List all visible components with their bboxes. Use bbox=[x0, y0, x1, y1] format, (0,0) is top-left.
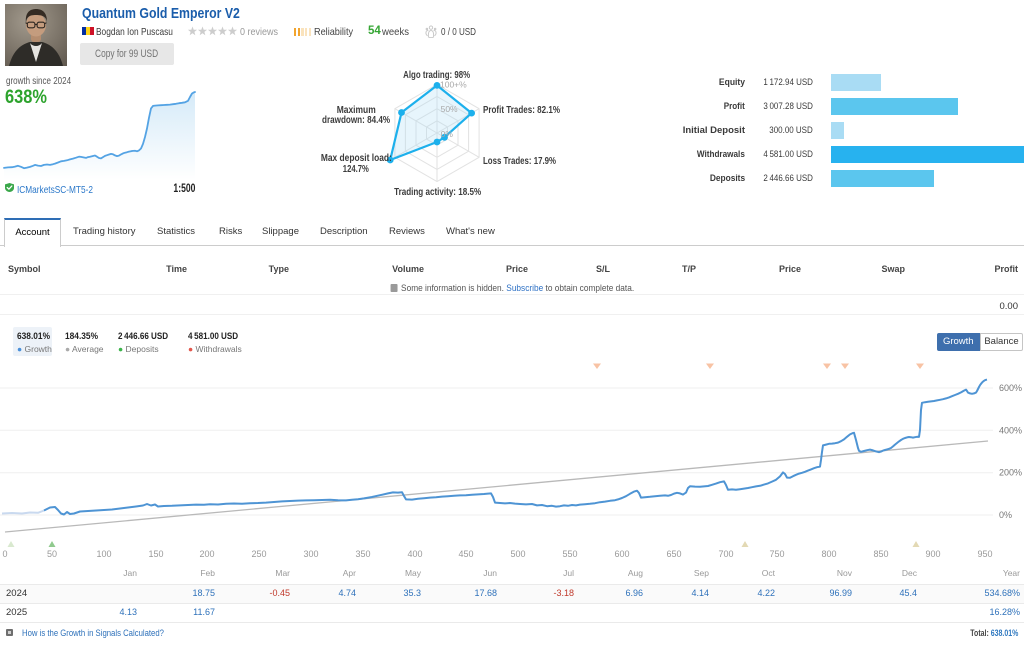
svg-text:900: 900 bbox=[925, 549, 940, 559]
svg-text:200: 200 bbox=[199, 549, 214, 559]
svg-text:800: 800 bbox=[821, 549, 836, 559]
svg-text:950: 950 bbox=[977, 549, 992, 559]
svg-text:400%: 400% bbox=[999, 425, 1022, 435]
svg-text:250: 250 bbox=[251, 549, 266, 559]
svg-text:650: 650 bbox=[666, 549, 681, 559]
svg-text:600: 600 bbox=[614, 549, 629, 559]
svg-text:0%: 0% bbox=[441, 129, 454, 139]
svg-text:500: 500 bbox=[510, 549, 525, 559]
svg-text:750: 750 bbox=[769, 549, 784, 559]
svg-text:100+%: 100+% bbox=[440, 80, 467, 90]
svg-text:100: 100 bbox=[96, 549, 111, 559]
svg-text:200%: 200% bbox=[999, 468, 1022, 478]
svg-text:350: 350 bbox=[355, 549, 370, 559]
svg-text:50: 50 bbox=[47, 549, 57, 559]
svg-text:300: 300 bbox=[303, 549, 318, 559]
svg-text:450: 450 bbox=[458, 549, 473, 559]
svg-text:850: 850 bbox=[873, 549, 888, 559]
svg-text:0%: 0% bbox=[999, 510, 1012, 520]
svg-text:550: 550 bbox=[562, 549, 577, 559]
svg-text:400: 400 bbox=[407, 549, 422, 559]
svg-text:50%: 50% bbox=[441, 104, 458, 114]
svg-text:150: 150 bbox=[148, 549, 163, 559]
svg-text:600%: 600% bbox=[999, 383, 1022, 393]
svg-text:700: 700 bbox=[718, 549, 733, 559]
svg-text:0: 0 bbox=[2, 549, 7, 559]
